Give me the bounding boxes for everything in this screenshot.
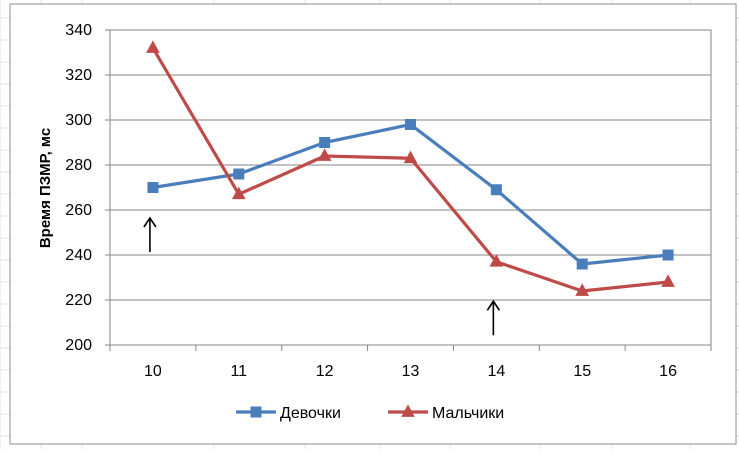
x-tick-label: 16 (659, 363, 677, 380)
annotation-arrow (143, 216, 157, 252)
series-girls (147, 119, 674, 270)
data-point (147, 182, 159, 193)
data-point (661, 274, 675, 287)
data-point (662, 249, 674, 261)
x-tick-label: 10 (144, 363, 162, 380)
y-tick-label: 300 (65, 112, 92, 129)
data-point (405, 119, 416, 130)
data-point (231, 186, 246, 200)
data-point (575, 283, 590, 296)
legend: Девочки Мальчики (236, 404, 504, 422)
series-group (146, 40, 675, 296)
plot-area (109, 29, 712, 346)
y-tick-label: 340 (65, 22, 92, 39)
legend-marker (401, 404, 415, 417)
y-tick-label: 240 (65, 247, 92, 264)
x-tick-label: 15 (573, 363, 591, 380)
data-point (489, 254, 504, 267)
data-point (146, 40, 160, 53)
y-tick-label: 260 (65, 202, 92, 219)
y-tick-label: 200 (65, 337, 92, 354)
legend-item-boys: Мальчики (388, 404, 504, 422)
legend-label: Девочки (280, 405, 341, 422)
x-tick-label: 11 (230, 363, 247, 380)
data-point (317, 148, 332, 161)
legend-item-girls: Девочки (236, 405, 341, 422)
x-tick-label: 13 (402, 363, 420, 380)
legend-marker (250, 406, 262, 418)
data-point (233, 168, 245, 180)
y-tick-label: 280 (65, 157, 92, 174)
x-tick-label: 14 (487, 363, 505, 380)
data-point (490, 184, 502, 196)
data-point (576, 258, 588, 270)
y-axis: 200 220 240 260 280 300 320 340 (65, 22, 92, 354)
series-boys (146, 40, 675, 296)
y-tick-label: 220 (65, 292, 92, 309)
arrow-head (486, 299, 501, 311)
y-axis-title: Время ПЗМР, мс (37, 128, 54, 248)
arrow-head (143, 216, 157, 228)
x-tick-label: 12 (316, 363, 334, 380)
annotation-arrow (486, 299, 501, 336)
legend-label: Мальчики (432, 405, 504, 422)
annotations (143, 216, 501, 336)
y-tick-label: 320 (65, 67, 92, 84)
x-axis: 10 11 12 13 14 15 16 (109, 345, 712, 380)
chart-area (9, 3, 737, 445)
data-point (319, 137, 331, 148)
data-point (403, 150, 418, 164)
